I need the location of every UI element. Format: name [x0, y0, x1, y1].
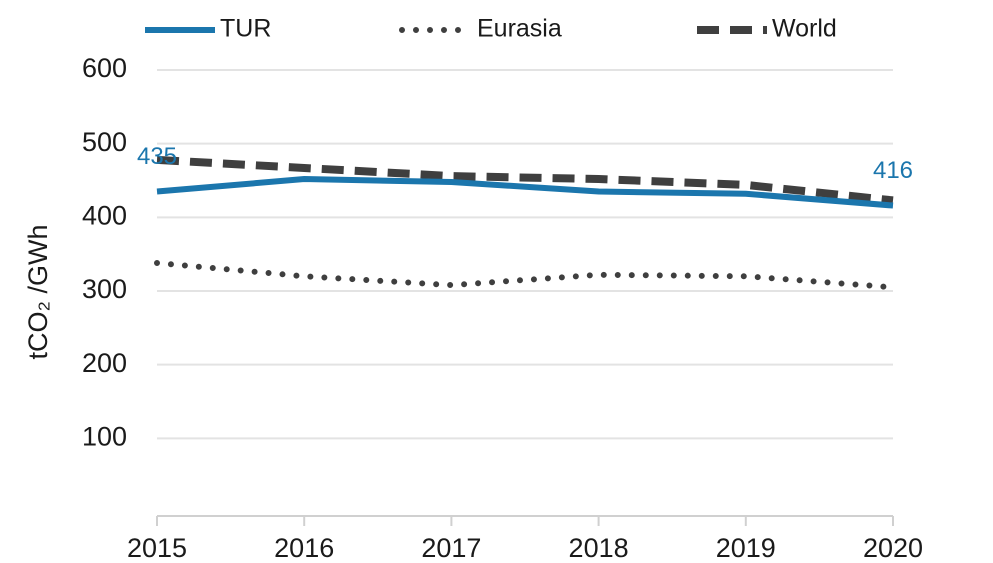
y-axis-label: tCO₂ /GWh — [23, 225, 53, 360]
y-tick-label: 600 — [82, 53, 127, 83]
data-label: 435 — [137, 143, 177, 170]
series-line — [156, 155, 894, 205]
legend-label: World — [772, 15, 837, 43]
x-tick-label: 2018 — [569, 533, 629, 563]
legend-label: Eurasia — [477, 15, 562, 43]
x-tick-label: 2016 — [274, 533, 334, 563]
y-tick-label: 300 — [82, 274, 127, 304]
series-line — [154, 260, 896, 291]
x-tick-label: 2019 — [716, 533, 776, 563]
y-tick-label: 500 — [82, 127, 127, 157]
y-tick-label: 400 — [82, 200, 127, 230]
legend-label: TUR — [220, 15, 271, 43]
x-tick-label: 2020 — [863, 533, 923, 563]
y-tick-label: 200 — [82, 348, 127, 378]
x-tick-label: 2017 — [421, 533, 481, 563]
data-label: 416 — [873, 157, 913, 184]
series-line — [156, 176, 894, 209]
y-tick-label: 100 — [82, 421, 127, 451]
x-tick-label: 2015 — [127, 533, 187, 563]
